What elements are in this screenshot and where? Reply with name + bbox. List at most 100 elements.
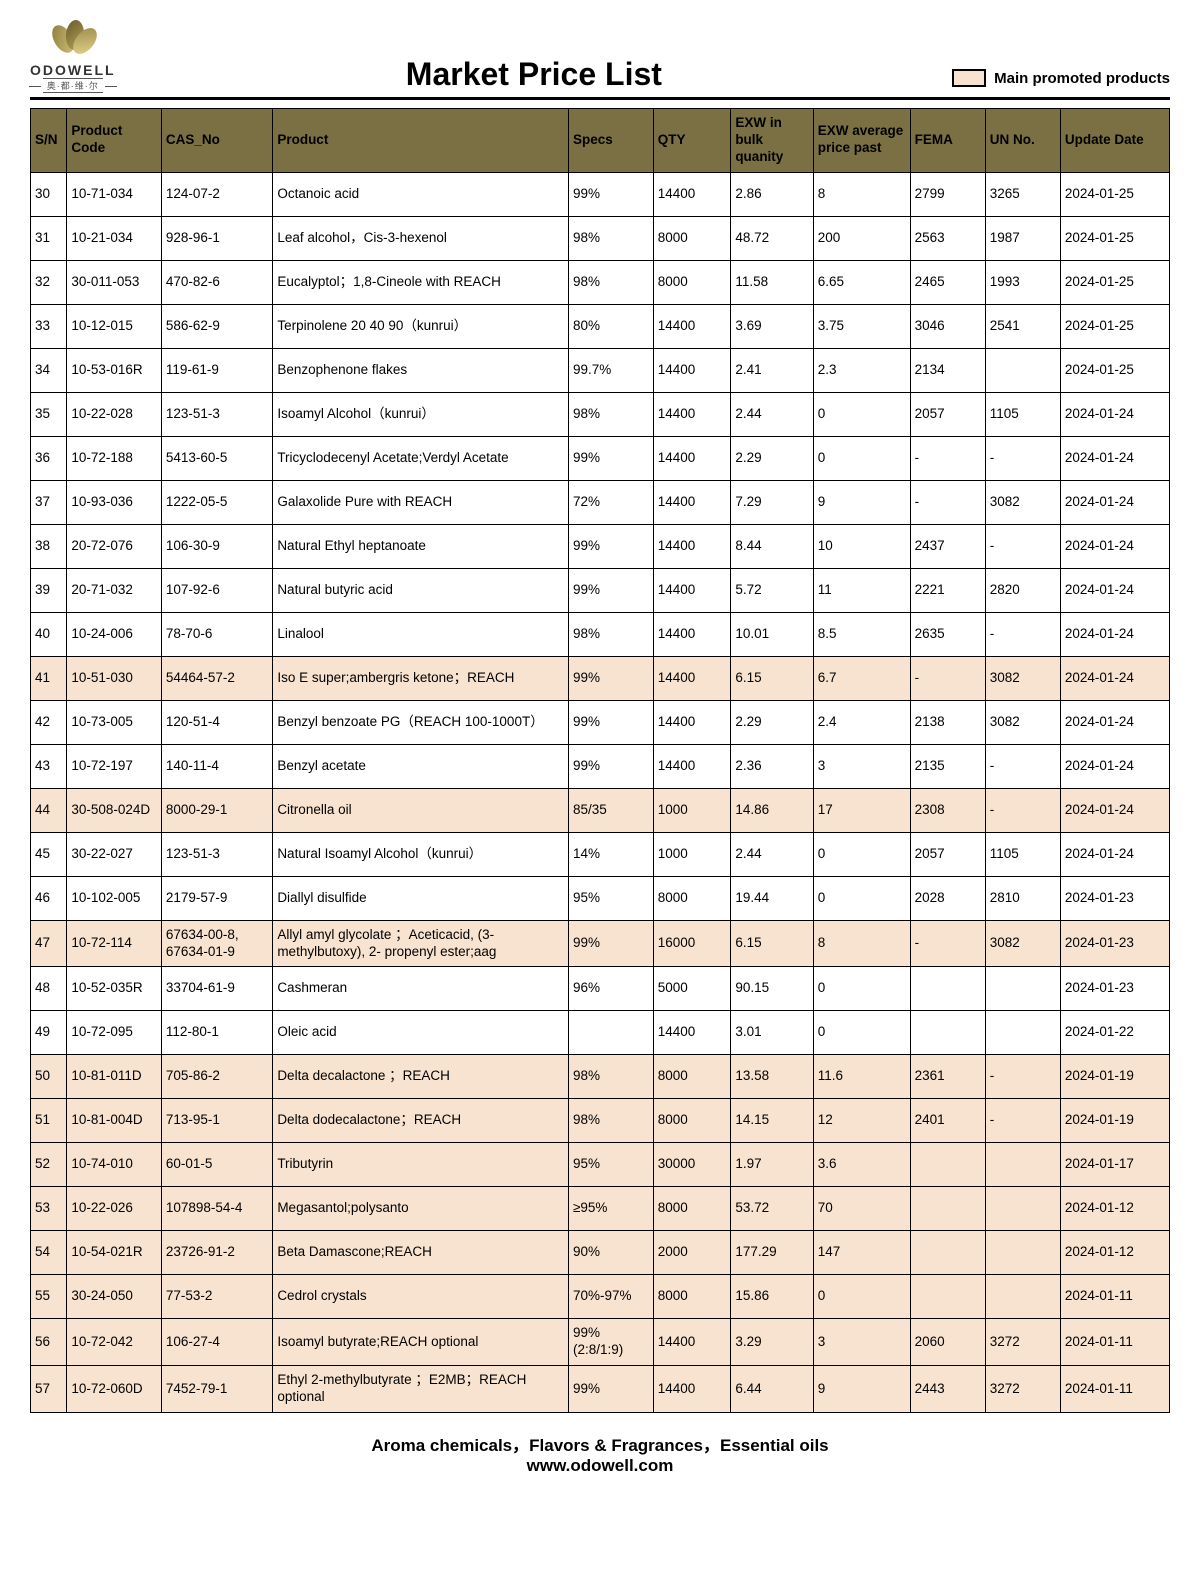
cell-exw_avg: 0 xyxy=(813,967,910,1011)
cell-specs: 95% xyxy=(568,876,653,920)
table-body: 3010-71-034124-07-2Octanoic acid99%14400… xyxy=(31,172,1170,1412)
cell-un: 2820 xyxy=(985,568,1060,612)
cell-cas: 124-07-2 xyxy=(161,172,272,216)
cell-fema xyxy=(910,967,985,1011)
cell-code: 10-81-004D xyxy=(67,1099,162,1143)
cell-product: Tricyclodecenyl Acetate;Verdyl Acetate xyxy=(273,436,569,480)
cell-cas: 107-92-6 xyxy=(161,568,272,612)
cell-sn: 35 xyxy=(31,392,67,436)
cell-qty: 14400 xyxy=(653,700,731,744)
col-exw_bulk: EXW in bulk quanity xyxy=(731,109,813,173)
cell-exw_avg: 8 xyxy=(813,172,910,216)
cell-code: 10-72-060D xyxy=(67,1366,162,1413)
cell-un xyxy=(985,967,1060,1011)
cell-fema: 2134 xyxy=(910,348,985,392)
cell-cas: 586-62-9 xyxy=(161,304,272,348)
cell-exw_avg: 10 xyxy=(813,524,910,568)
cell-qty: 1000 xyxy=(653,832,731,876)
cell-date: 2024-01-12 xyxy=(1060,1231,1169,1275)
table-row: 4210-73-005120-51-4Benzyl benzoate PG（RE… xyxy=(31,700,1170,744)
table-row: 5410-54-021R23726-91-2Beta Damascone;REA… xyxy=(31,1231,1170,1275)
cell-product: Leaf alcohol，Cis-3-hexenol xyxy=(273,216,569,260)
col-cas: CAS_No xyxy=(161,109,272,173)
cell-fema: 2465 xyxy=(910,260,985,304)
cell-product: Delta dodecalactone；REACH xyxy=(273,1099,569,1143)
cell-exw_bulk: 14.86 xyxy=(731,788,813,832)
cell-exw_avg: 3 xyxy=(813,744,910,788)
cell-qty: 14400 xyxy=(653,348,731,392)
cell-specs: 72% xyxy=(568,480,653,524)
cell-fema: 2563 xyxy=(910,216,985,260)
cell-qty: 14400 xyxy=(653,480,731,524)
flower-icon xyxy=(48,20,98,60)
cell-sn: 30 xyxy=(31,172,67,216)
cell-cas: 77-53-2 xyxy=(161,1275,272,1319)
cell-specs: 99% xyxy=(568,172,653,216)
cell-cas: 60-01-5 xyxy=(161,1143,272,1187)
cell-un: - xyxy=(985,436,1060,480)
cell-fema: - xyxy=(910,656,985,700)
cell-sn: 55 xyxy=(31,1275,67,1319)
cell-cas: 67634-00-8, 67634-01-9 xyxy=(161,920,272,967)
cell-product: Tributyrin xyxy=(273,1143,569,1187)
cell-qty: 14400 xyxy=(653,1319,731,1366)
cell-fema xyxy=(910,1275,985,1319)
cell-product: Delta decalactone ；REACH xyxy=(273,1055,569,1099)
cell-code: 10-72-114 xyxy=(67,920,162,967)
cell-date: 2024-01-11 xyxy=(1060,1366,1169,1413)
cell-qty: 14400 xyxy=(653,744,731,788)
cell-sn: 32 xyxy=(31,260,67,304)
footer-line1: Aroma chemicals，Flavors & Fragrances，Ess… xyxy=(30,1431,1170,1456)
cell-exw_bulk: 2.86 xyxy=(731,172,813,216)
cell-qty: 1000 xyxy=(653,788,731,832)
cell-fema: 2138 xyxy=(910,700,985,744)
cell-sn: 38 xyxy=(31,524,67,568)
cell-specs: 70%-97% xyxy=(568,1275,653,1319)
cell-exw_bulk: 13.58 xyxy=(731,1055,813,1099)
cell-un xyxy=(985,1231,1060,1275)
cell-date: 2024-01-24 xyxy=(1060,656,1169,700)
cell-code: 30-011-053 xyxy=(67,260,162,304)
cell-product: Benzyl acetate xyxy=(273,744,569,788)
table-row: 4610-102-0052179-57-9Diallyl disulfide95… xyxy=(31,876,1170,920)
cell-date: 2024-01-24 xyxy=(1060,436,1169,480)
cell-code: 10-72-188 xyxy=(67,436,162,480)
table-row: 4910-72-095112-80-1Oleic acid144003.0102… xyxy=(31,1011,1170,1055)
cell-fema: - xyxy=(910,480,985,524)
cell-code: 10-81-011D xyxy=(67,1055,162,1099)
table-row: 4430-508-024D8000-29-1Citronella oil85/3… xyxy=(31,788,1170,832)
cell-specs: 98% xyxy=(568,1099,653,1143)
table-row: 4110-51-03054464-57-2Iso E super;ambergr… xyxy=(31,656,1170,700)
cell-product: Natural butyric acid xyxy=(273,568,569,612)
cell-un: 1993 xyxy=(985,260,1060,304)
cell-exw_avg: 17 xyxy=(813,788,910,832)
cell-specs: 85/35 xyxy=(568,788,653,832)
cell-code: 20-71-032 xyxy=(67,568,162,612)
cell-cas: 119-61-9 xyxy=(161,348,272,392)
cell-date: 2024-01-23 xyxy=(1060,876,1169,920)
cell-un: - xyxy=(985,788,1060,832)
cell-sn: 45 xyxy=(31,832,67,876)
cell-specs: 98% xyxy=(568,1055,653,1099)
table-row: 4530-22-027123-51-3Natural Isoamyl Alcoh… xyxy=(31,832,1170,876)
cell-un: - xyxy=(985,1055,1060,1099)
cell-exw_bulk: 2.44 xyxy=(731,392,813,436)
cell-sn: 40 xyxy=(31,612,67,656)
cell-sn: 54 xyxy=(31,1231,67,1275)
cell-exw_bulk: 2.29 xyxy=(731,700,813,744)
col-sn: S/N xyxy=(31,109,67,173)
cell-exw_avg: 0 xyxy=(813,876,910,920)
cell-sn: 31 xyxy=(31,216,67,260)
cell-date: 2024-01-23 xyxy=(1060,920,1169,967)
cell-date: 2024-01-22 xyxy=(1060,1011,1169,1055)
cell-exw_avg: 6.7 xyxy=(813,656,910,700)
cell-qty: 14400 xyxy=(653,172,731,216)
cell-un: 1105 xyxy=(985,832,1060,876)
cell-code: 10-24-006 xyxy=(67,612,162,656)
cell-sn: 43 xyxy=(31,744,67,788)
cell-exw_avg: 70 xyxy=(813,1187,910,1231)
cell-date: 2024-01-25 xyxy=(1060,172,1169,216)
cell-product: Isoamyl butyrate;REACH optional xyxy=(273,1319,569,1366)
cell-product: Natural Ethyl heptanoate xyxy=(273,524,569,568)
table-row: 3010-71-034124-07-2Octanoic acid99%14400… xyxy=(31,172,1170,216)
